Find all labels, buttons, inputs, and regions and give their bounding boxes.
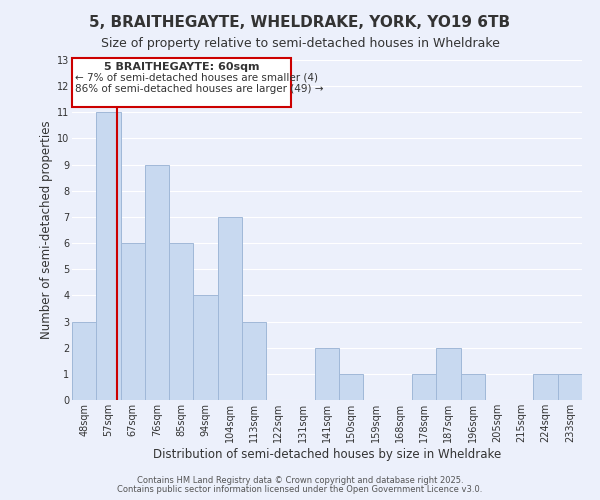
Text: ← 7% of semi-detached houses are smaller (4): ← 7% of semi-detached houses are smaller… [76,72,319,83]
Bar [193,296,218,400]
X-axis label: Distribution of semi-detached houses by size in Wheldrake: Distribution of semi-detached houses by … [153,448,501,460]
Bar [412,374,436,400]
Text: Contains HM Land Registry data © Crown copyright and database right 2025.: Contains HM Land Registry data © Crown c… [137,476,463,485]
Bar [242,322,266,400]
Y-axis label: Number of semi-detached properties: Number of semi-detached properties [40,120,53,340]
Bar [533,374,558,400]
Bar [145,164,169,400]
Bar [315,348,339,400]
Bar [558,374,582,400]
Bar [339,374,364,400]
Bar [218,217,242,400]
Bar [72,322,96,400]
Bar [96,112,121,400]
Bar [436,348,461,400]
Bar [121,243,145,400]
Text: Size of property relative to semi-detached houses in Wheldrake: Size of property relative to semi-detach… [101,38,499,51]
Text: 5 BRAITHEGAYTE: 60sqm: 5 BRAITHEGAYTE: 60sqm [104,62,259,72]
Text: 5, BRAITHEGAYTE, WHELDRAKE, YORK, YO19 6TB: 5, BRAITHEGAYTE, WHELDRAKE, YORK, YO19 6… [89,15,511,30]
Bar [169,243,193,400]
Bar [461,374,485,400]
Text: 86% of semi-detached houses are larger (49) →: 86% of semi-detached houses are larger (… [76,84,324,94]
Text: Contains public sector information licensed under the Open Government Licence v3: Contains public sector information licen… [118,485,482,494]
